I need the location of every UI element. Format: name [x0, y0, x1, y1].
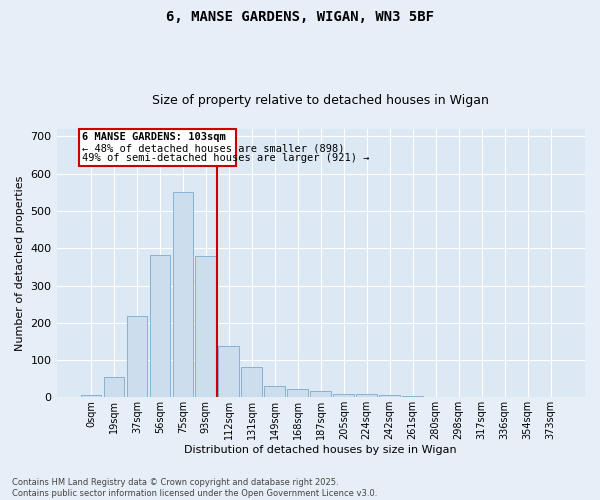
Title: Size of property relative to detached houses in Wigan: Size of property relative to detached ho… — [152, 94, 489, 107]
Text: 6 MANSE GARDENS: 103sqm: 6 MANSE GARDENS: 103sqm — [82, 132, 226, 142]
Text: 6, MANSE GARDENS, WIGAN, WN3 5BF: 6, MANSE GARDENS, WIGAN, WN3 5BF — [166, 10, 434, 24]
Text: Contains HM Land Registry data © Crown copyright and database right 2025.
Contai: Contains HM Land Registry data © Crown c… — [12, 478, 377, 498]
X-axis label: Distribution of detached houses by size in Wigan: Distribution of detached houses by size … — [184, 445, 457, 455]
Bar — [265, 386, 285, 398]
Bar — [494, 396, 515, 398]
Bar — [149, 256, 170, 398]
Bar — [173, 192, 193, 398]
Bar — [379, 396, 400, 398]
FancyBboxPatch shape — [79, 129, 236, 166]
Text: 49% of semi-detached houses are larger (921) →: 49% of semi-detached houses are larger (… — [82, 153, 369, 163]
Bar — [104, 377, 124, 398]
Bar — [196, 256, 216, 398]
Text: ← 48% of detached houses are smaller (898): ← 48% of detached houses are smaller (89… — [82, 143, 344, 153]
Y-axis label: Number of detached properties: Number of detached properties — [15, 176, 25, 351]
Bar — [403, 396, 423, 398]
Bar — [425, 396, 446, 398]
Bar — [310, 392, 331, 398]
Bar — [241, 368, 262, 398]
Bar — [334, 394, 354, 398]
Bar — [80, 396, 101, 398]
Bar — [287, 389, 308, 398]
Bar — [356, 394, 377, 398]
Bar — [218, 346, 239, 398]
Bar — [127, 316, 147, 398]
